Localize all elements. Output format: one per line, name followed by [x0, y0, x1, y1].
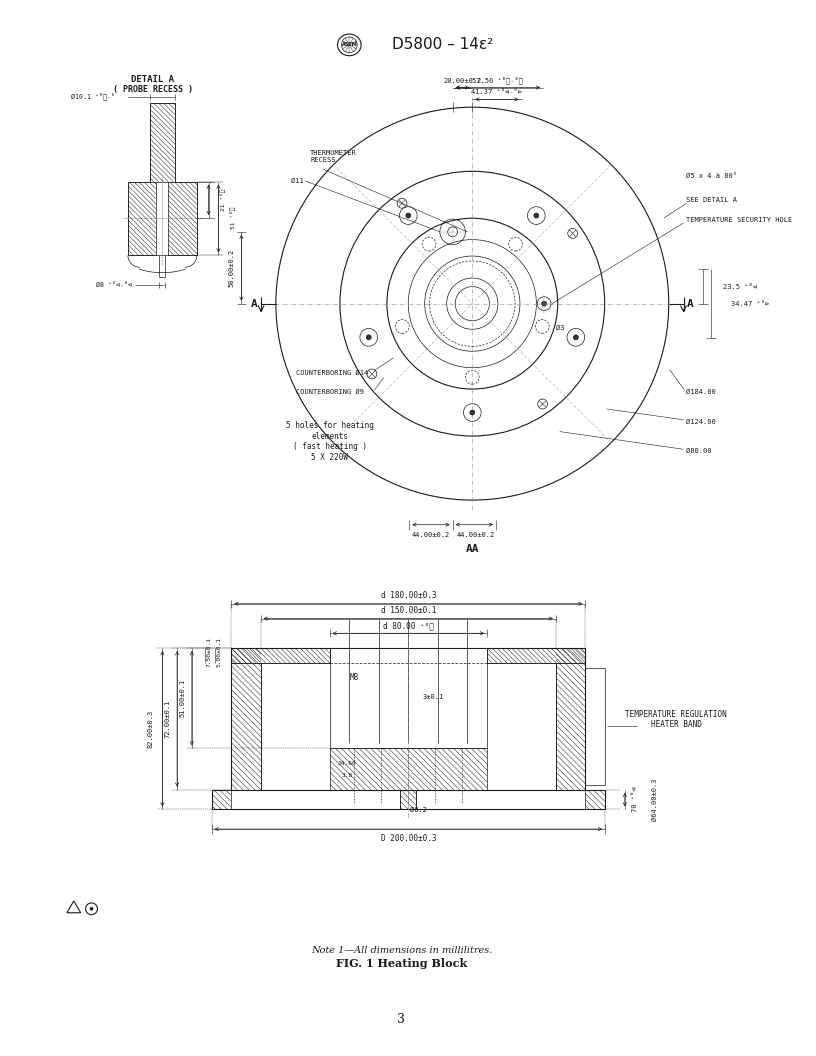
Text: ASTM: ASTM	[342, 42, 357, 48]
Circle shape	[406, 213, 410, 218]
Text: D 200.00±0.3: D 200.00±0.3	[380, 834, 436, 844]
Text: Ø3: Ø3	[556, 325, 565, 332]
Text: 82.00±0.3: 82.00±0.3	[148, 710, 153, 748]
Text: Ø80.00: Ø80.00	[686, 448, 712, 454]
Text: 23.5 ⁺⁰⊲: 23.5 ⁺⁰⊲	[723, 284, 757, 290]
Text: d 80.00 ⁺⁰⊹: d 80.00 ⁺⁰⊹	[383, 621, 434, 630]
Text: THERMOMETER
RECESS: THERMOMETER RECESS	[310, 150, 357, 163]
Circle shape	[366, 335, 371, 340]
Text: 3±0.1: 3±0.1	[423, 694, 444, 700]
Text: Note 1—All dimensions in millilitres.: Note 1—All dimensions in millilitres.	[311, 945, 492, 955]
Circle shape	[574, 335, 579, 340]
Text: d 150.00±0.1: d 150.00±0.1	[380, 606, 436, 616]
Polygon shape	[168, 182, 197, 256]
Text: COUNTERBORING Ø9: COUNTERBORING Ø9	[295, 390, 364, 395]
Text: 7.50±0.1: 7.50±0.1	[206, 637, 211, 667]
Text: d 180.00±0.3: d 180.00±0.3	[380, 591, 436, 601]
Text: 44.00±0.2: 44.00±0.2	[457, 531, 495, 538]
Text: Ø10.1 ⁺⁰⊹₋⁰: Ø10.1 ⁺⁰⊹₋⁰	[71, 92, 115, 100]
Polygon shape	[149, 102, 175, 182]
Text: 51.00±0.1: 51.00±0.1	[179, 679, 185, 717]
Circle shape	[90, 907, 93, 910]
Polygon shape	[556, 648, 585, 790]
Polygon shape	[585, 790, 605, 809]
Text: TEMPERATURE SECURITY HOLE: TEMPERATURE SECURITY HOLE	[686, 218, 792, 223]
Text: D5800 – 14ε²: D5800 – 14ε²	[392, 37, 494, 53]
Text: SEE DETAIL A: SEE DETAIL A	[686, 197, 738, 204]
Text: Ø11: Ø11	[290, 178, 304, 184]
Text: Ø8.2: Ø8.2	[410, 807, 427, 812]
Text: DETAIL A: DETAIL A	[131, 75, 174, 83]
Text: 70 ⁺⁰⊲: 70 ⁺⁰⊲	[632, 787, 637, 812]
Text: AA: AA	[466, 544, 479, 554]
Text: 21 ⁺⁰⊹: 21 ⁺⁰⊹	[220, 188, 226, 210]
Polygon shape	[330, 749, 487, 809]
Text: 44.00±0.2: 44.00±0.2	[412, 531, 450, 538]
Circle shape	[542, 301, 547, 306]
Text: 3.8: 3.8	[342, 773, 353, 778]
Text: COUNTERBORING Ø14: COUNTERBORING Ø14	[295, 370, 368, 376]
Text: TEMPERATURE REGULATION
HEATER BAND: TEMPERATURE REGULATION HEATER BAND	[625, 710, 727, 729]
Text: 5.00±0.1: 5.00±0.1	[216, 637, 221, 667]
Polygon shape	[211, 790, 231, 809]
Text: FIG. 1 Heating Block: FIG. 1 Heating Block	[336, 959, 467, 969]
Text: Ø8 ⁺⁰⊲₋⁰⊲: Ø8 ⁺⁰⊲₋⁰⊲	[95, 282, 132, 288]
Text: M8: M8	[349, 673, 359, 682]
Circle shape	[534, 213, 539, 218]
Polygon shape	[231, 648, 330, 663]
Text: 3: 3	[397, 1014, 406, 1026]
Text: Ø184.00: Ø184.00	[686, 390, 716, 395]
Polygon shape	[128, 182, 157, 256]
Text: Ø124.00: Ø124.00	[686, 419, 716, 425]
Polygon shape	[487, 648, 585, 663]
Polygon shape	[231, 648, 261, 790]
Text: Ø5 x 4 à 80°: Ø5 x 4 à 80°	[686, 173, 738, 178]
Text: 5 holes for heating
elements
( fast heating )
5 X 220W: 5 holes for heating elements ( fast heat…	[286, 421, 374, 461]
Text: 72.00±0.1: 72.00±0.1	[164, 700, 171, 738]
Text: A: A	[251, 299, 258, 308]
Text: 57.50 ⁺⁰⊹₋⁰⊹: 57.50 ⁺⁰⊹₋⁰⊹	[472, 77, 523, 84]
Text: 20.00±0.2: 20.00±0.2	[443, 78, 481, 83]
Text: 34.47 ⁺⁰⊳: 34.47 ⁺⁰⊳	[731, 301, 769, 306]
Text: 51 ⁺⁰⊹: 51 ⁺⁰⊹	[230, 207, 237, 229]
Text: 50.00±0.2: 50.00±0.2	[228, 249, 234, 287]
Text: Ø64.00±0.3: Ø64.00±0.3	[651, 778, 658, 821]
Text: 41.37 ⁺⁰⊲₋⁰⊳: 41.37 ⁺⁰⊲₋⁰⊳	[472, 90, 522, 95]
Circle shape	[470, 410, 475, 415]
Text: 24.60: 24.60	[338, 760, 357, 766]
Text: ( PROBE RECESS ): ( PROBE RECESS )	[113, 84, 193, 94]
Text: A: A	[687, 299, 694, 308]
